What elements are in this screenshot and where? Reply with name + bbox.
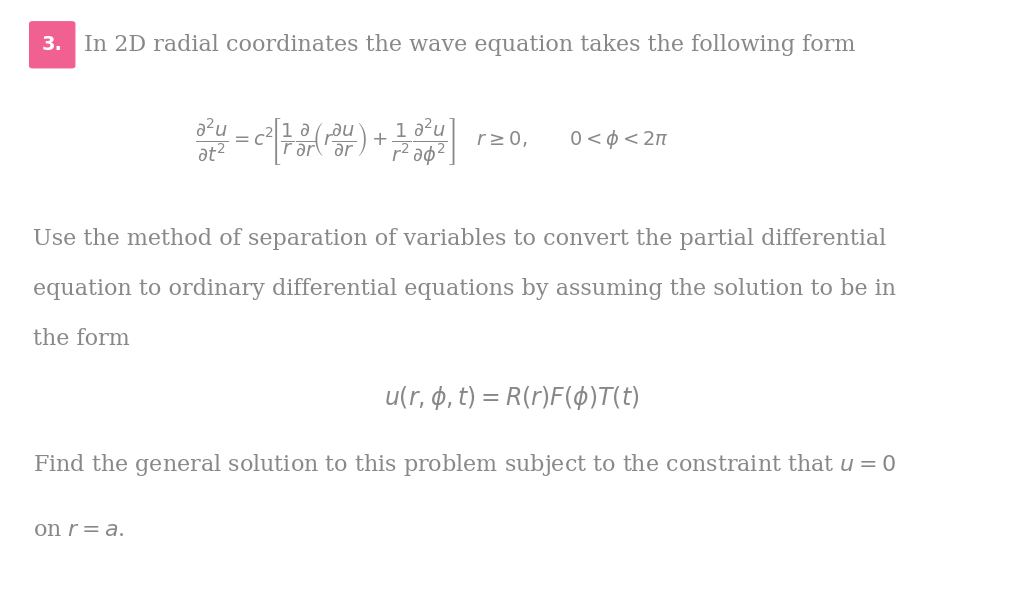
Text: Use the method of separation of variables to convert the partial differential: Use the method of separation of variable…: [33, 227, 886, 250]
Text: equation to ordinary differential equations by assuming the solution to be in: equation to ordinary differential equati…: [33, 277, 896, 300]
Text: $\dfrac{\partial^2 u}{\partial t^2} = c^2\!\left[\dfrac{1}{r}\dfrac{\partial}{\p: $\dfrac{\partial^2 u}{\partial t^2} = c^…: [195, 116, 669, 167]
FancyBboxPatch shape: [30, 22, 75, 68]
Text: Find the general solution to this problem subject to the constraint that $u = 0$: Find the general solution to this proble…: [33, 452, 896, 478]
Text: on $r = a$.: on $r = a$.: [33, 519, 125, 541]
Text: $u(r, \phi, t) = R(r)F(\phi)T(t)$: $u(r, \phi, t) = R(r)F(\phi)T(t)$: [384, 383, 640, 412]
Text: 3.: 3.: [42, 35, 62, 54]
Text: In 2D radial coordinates the wave equation takes the following form: In 2D radial coordinates the wave equati…: [84, 34, 855, 56]
Text: the form: the form: [33, 327, 129, 350]
